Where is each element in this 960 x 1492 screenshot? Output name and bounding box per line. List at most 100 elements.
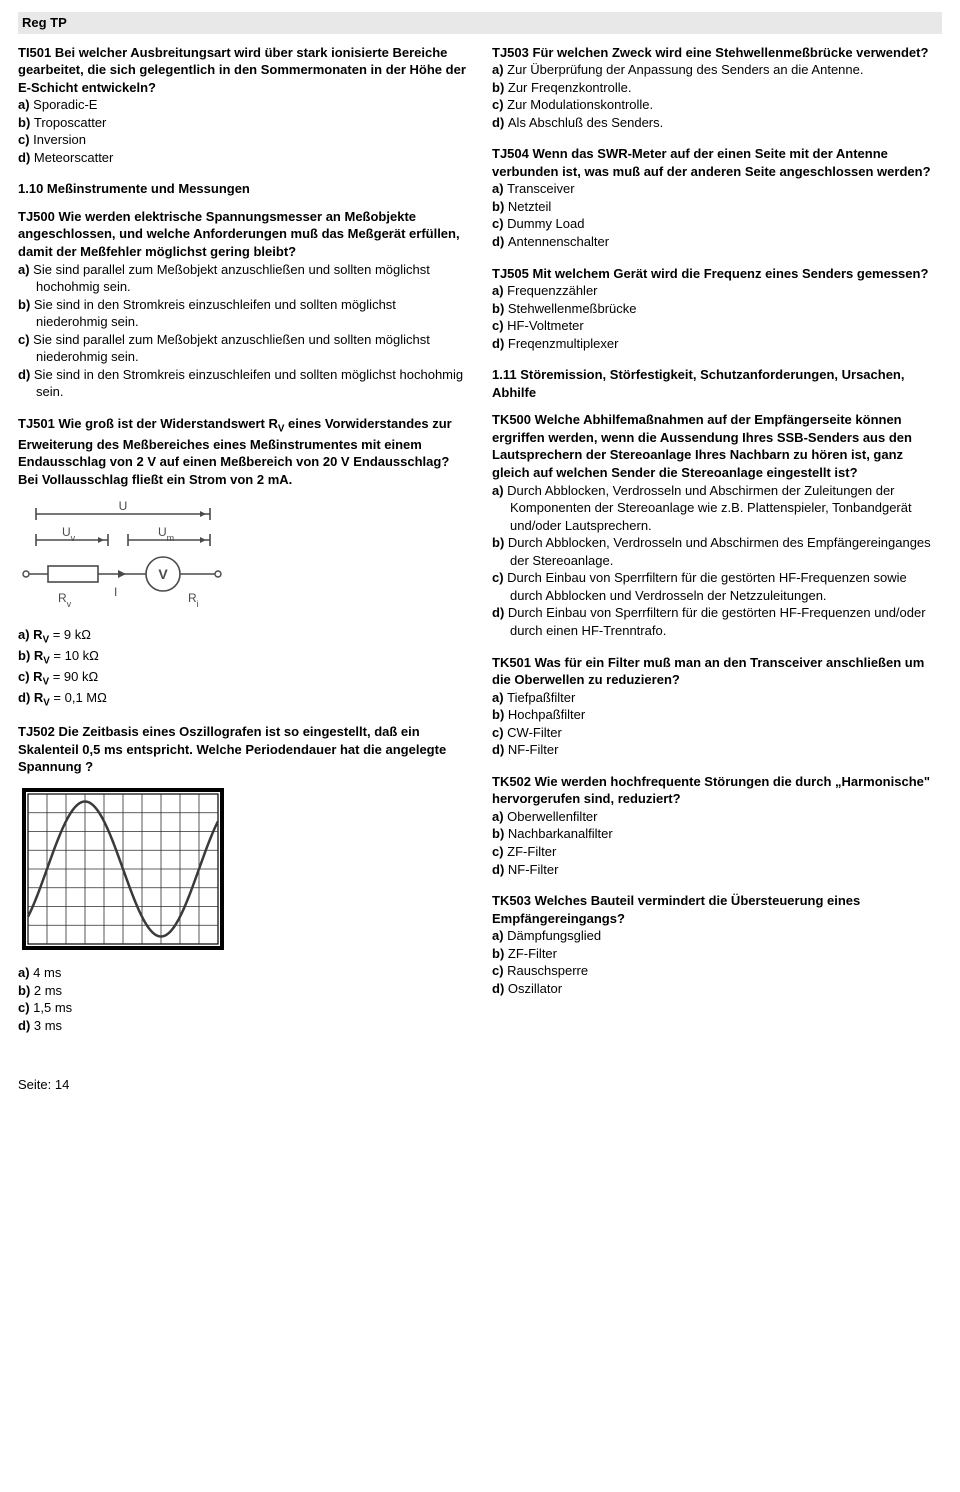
answer-b: b) Hochpaßfilter bbox=[492, 706, 942, 724]
answer-list: a) Dämpfungsglied b) ZF-Filter c) Rausch… bbox=[492, 927, 942, 997]
question-code: TK500 bbox=[492, 412, 531, 427]
answer-a: a) Frequenzzähler bbox=[492, 282, 942, 300]
answer-text: Stehwellenmeßbrücke bbox=[508, 301, 637, 316]
question-code: TK503 bbox=[492, 893, 531, 908]
answer-list: a) Sie sind parallel zum Meßobjekt anzus… bbox=[18, 261, 468, 401]
answer-d: d) Durch Einbau von Sperrfiltern für die… bbox=[492, 604, 942, 639]
answer-text: Meteorscatter bbox=[34, 150, 113, 165]
answer-b: b) 2 ms bbox=[18, 982, 468, 1000]
answer-text: ZF-Filter bbox=[508, 946, 557, 961]
question-TJ501: TJ501 Wie groß ist der Widerstandswert R… bbox=[18, 415, 468, 709]
answer-list: a) Frequenzzähler b) Stehwellenmeßbrücke… bbox=[492, 282, 942, 352]
question-code: TJ505 bbox=[492, 266, 529, 281]
question-text-pre: Wie groß ist der Widerstandswert R bbox=[59, 416, 278, 431]
answer-d: d) Freqenzmultiplexer bbox=[492, 335, 942, 353]
question-text: TJ501 Wie groß ist der Widerstandswert R… bbox=[18, 416, 452, 487]
answer-b: b) Troposcatter bbox=[18, 114, 468, 132]
answer-a: a) Transceiver bbox=[492, 180, 942, 198]
svg-text:Ri: Ri bbox=[188, 591, 199, 609]
answer-text: Inversion bbox=[33, 132, 86, 147]
question-text: Mit welchem Gerät wird die Frequenz eine… bbox=[533, 266, 929, 281]
answer-text: 4 ms bbox=[33, 965, 61, 980]
answer-text: Frequenzzähler bbox=[507, 283, 597, 298]
answer-text: Sie sind parallel zum Meßobjekt anzuschl… bbox=[33, 332, 430, 365]
question-text: Wenn das SWR-Meter auf der einen Seite m… bbox=[492, 146, 931, 179]
question-text: Wie werden elektrische Spannungsmesser a… bbox=[18, 209, 460, 259]
answer-text: 2 ms bbox=[34, 983, 62, 998]
answer-text: Durch Abblocken, Verdrosseln und Abschir… bbox=[508, 535, 931, 568]
answer-d: d) Als Abschluß des Senders. bbox=[492, 114, 942, 132]
answer-list: a) Zur Überprüfung der Anpassung des Sen… bbox=[492, 61, 942, 131]
content-columns: TI501 Bei welcher Ausbreitungsart wird ü… bbox=[18, 44, 942, 1049]
answer-b: b) RV = 10 kΩ bbox=[18, 647, 468, 668]
answer-b: b) Sie sind in den Stromkreis einzuschle… bbox=[18, 296, 468, 331]
question-TJ500: TJ500 Wie werden elektrische Spannungsme… bbox=[18, 208, 468, 401]
answer-a: a) Zur Überprüfung der Anpassung des Sen… bbox=[492, 61, 942, 79]
answer-list: a) RV = 9 kΩ b) RV = 10 kΩ c) RV = 90 kΩ… bbox=[18, 626, 468, 709]
question-code: TJ504 bbox=[492, 146, 529, 161]
answer-c: c) CW-Filter bbox=[492, 724, 942, 742]
answer-text: Sie sind in den Stromkreis einzuschleife… bbox=[34, 367, 463, 400]
svg-text:U: U bbox=[119, 499, 128, 513]
answer-d: d) Oszillator bbox=[492, 980, 942, 998]
page-header: Reg TP bbox=[18, 12, 942, 34]
svg-text:Rv: Rv bbox=[58, 591, 72, 609]
answer-text: = 10 kΩ bbox=[50, 648, 99, 663]
answer-text: Zur Freqenzkontrolle. bbox=[508, 80, 632, 95]
question-text: Was für ein Filter muß man an den Transc… bbox=[492, 655, 924, 688]
question-code: TJ503 bbox=[492, 45, 529, 60]
question-TI501: TI501 Bei welcher Ausbreitungsart wird ü… bbox=[18, 44, 468, 167]
answer-text: Oszillator bbox=[508, 981, 562, 996]
answer-text: Tiefpaßfilter bbox=[507, 690, 575, 705]
answer-a: a) Sie sind parallel zum Meßobjekt anzus… bbox=[18, 261, 468, 296]
answer-b: b) Stehwellenmeßbrücke bbox=[492, 300, 942, 318]
answer-c: c) Dummy Load bbox=[492, 215, 942, 233]
answer-text: NF-Filter bbox=[508, 862, 559, 877]
question-code: TJ501 bbox=[18, 416, 55, 431]
answer-d: d) Antennenschalter bbox=[492, 233, 942, 251]
question-text: Bei welcher Ausbreitungsart wird über st… bbox=[18, 45, 466, 95]
answer-text: Oberwellenfilter bbox=[507, 809, 597, 824]
answer-b: b) ZF-Filter bbox=[492, 945, 942, 963]
scope-svg bbox=[18, 784, 228, 954]
answer-b: b) Durch Abblocken, Verdrosseln und Absc… bbox=[492, 534, 942, 569]
question-TJ503: TJ503 Für welchen Zweck wird eine Stehwe… bbox=[492, 44, 942, 132]
answer-list: a) Transceiver b) Netzteil c) Dummy Load… bbox=[492, 180, 942, 250]
answer-text: CW-Filter bbox=[507, 725, 562, 740]
answer-text: 3 ms bbox=[34, 1018, 62, 1033]
answer-text: Transceiver bbox=[507, 181, 574, 196]
answer-text: Troposcatter bbox=[34, 115, 107, 130]
answer-text: Sie sind parallel zum Meßobjekt anzuschl… bbox=[33, 262, 430, 295]
answer-a: a) Durch Abblocken, Verdrosseln und Absc… bbox=[492, 482, 942, 535]
answer-text: = 90 kΩ bbox=[49, 669, 98, 684]
question-code: TK502 bbox=[492, 774, 531, 789]
question-TK500: TK500 Welche Abhilfemaßnahmen auf der Em… bbox=[492, 411, 942, 639]
oscilloscope-diagram bbox=[18, 784, 468, 954]
answer-d: d) RV = 0,1 MΩ bbox=[18, 689, 468, 710]
answer-text: Netzteil bbox=[508, 199, 551, 214]
question-code: TI501 bbox=[18, 45, 51, 60]
question-TJ505: TJ505 Mit welchem Gerät wird die Frequen… bbox=[492, 265, 942, 353]
answer-text: Nachbarkanalfilter bbox=[508, 826, 613, 841]
right-column: TJ503 Für welchen Zweck wird eine Stehwe… bbox=[492, 44, 942, 1049]
answer-text: ZF-Filter bbox=[507, 844, 556, 859]
answer-text: NF-Filter bbox=[508, 742, 559, 757]
page-footer: Seite: 14 bbox=[18, 1076, 942, 1094]
answer-text: Dämpfungsglied bbox=[507, 928, 601, 943]
question-text: Für welchen Zweck wird eine Stehwellenme… bbox=[533, 45, 929, 60]
answer-d: d) NF-Filter bbox=[492, 861, 942, 879]
answer-text: Durch Einbau von Sperrfiltern für die ge… bbox=[507, 570, 907, 603]
answer-c: c) Inversion bbox=[18, 131, 468, 149]
answer-text: = 9 kΩ bbox=[49, 627, 91, 642]
question-code: TK501 bbox=[492, 655, 531, 670]
answer-text: Zur Modulationskontrolle. bbox=[507, 97, 653, 112]
answer-text: Als Abschluß des Senders. bbox=[508, 115, 663, 130]
question-code: TJ502 bbox=[18, 724, 55, 739]
answer-text: Sporadic-E bbox=[33, 97, 97, 112]
answer-list: a) Oberwellenfilter b) Nachbarkanalfilte… bbox=[492, 808, 942, 878]
answer-b: b) Zur Freqenzkontrolle. bbox=[492, 79, 942, 97]
circuit-svg: UUvUmIVRvRi bbox=[18, 496, 228, 616]
answer-text: Sie sind in den Stromkreis einzuschleife… bbox=[34, 297, 396, 330]
section-heading-1-11: 1.11 Störemission, Störfestigkeit, Schut… bbox=[492, 366, 942, 401]
question-text: Welches Bauteil vermindert die Übersteue… bbox=[492, 893, 860, 926]
